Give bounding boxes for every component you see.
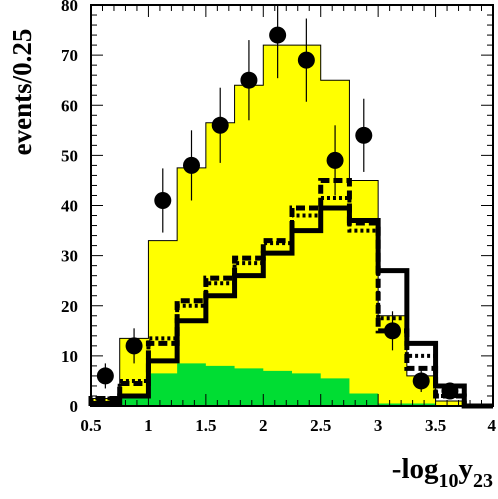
data-point bbox=[240, 71, 258, 89]
x-tick-label: 4 bbox=[488, 416, 497, 435]
y-tick-label: 80 bbox=[61, 0, 78, 15]
axis-ticks bbox=[90, 4, 494, 407]
y-tick-label: 10 bbox=[61, 347, 78, 366]
data-points bbox=[96, 5, 459, 400]
y-tick-label: 70 bbox=[61, 46, 78, 65]
x-tick-label: 1 bbox=[144, 416, 153, 435]
data-point bbox=[269, 26, 287, 44]
x-tick-label: 0.5 bbox=[80, 416, 101, 435]
y-tick-labels: 0 10 20 30 40 50 60 70 80 bbox=[61, 0, 78, 416]
x-tick-label: 2 bbox=[259, 416, 268, 435]
y-tick-label: 50 bbox=[61, 146, 78, 165]
data-point bbox=[384, 322, 401, 340]
y-tick-label: 40 bbox=[61, 197, 78, 216]
x-axis-title-mid: y bbox=[459, 453, 474, 485]
data-point bbox=[211, 116, 229, 134]
x-tick-label: 1.5 bbox=[195, 416, 216, 435]
x-tick-label: 3.5 bbox=[425, 416, 446, 435]
y-tick-label: 60 bbox=[61, 96, 78, 115]
x-tick-label: 3 bbox=[374, 416, 383, 435]
y-tick-label: 20 bbox=[61, 297, 78, 316]
x-axis-title-main: -log bbox=[392, 453, 439, 485]
histogram-dotted bbox=[89, 195, 493, 408]
data-point bbox=[96, 367, 114, 385]
data-point bbox=[125, 337, 143, 355]
x-axis-title-sub2: 23 bbox=[473, 470, 493, 492]
y-tick-label: 30 bbox=[61, 247, 78, 266]
x-tick-label: 2.5 bbox=[310, 416, 331, 435]
y-axis-title: events/0.25 bbox=[7, 29, 37, 156]
histogram-solid bbox=[88, 205, 493, 409]
y-tick-label: 0 bbox=[70, 397, 79, 416]
data-point bbox=[441, 382, 459, 400]
histograms bbox=[88, 44, 493, 409]
x-axis-title: -log10y23 bbox=[392, 453, 493, 492]
data-point bbox=[412, 372, 430, 390]
data-point bbox=[183, 156, 200, 174]
data-point bbox=[355, 126, 373, 144]
data-point bbox=[326, 151, 344, 169]
data-point bbox=[154, 191, 172, 209]
histogram-filled-green bbox=[91, 363, 493, 406]
data-point bbox=[297, 51, 315, 69]
x-tick-labels: 0.5 1 1.5 2 2.5 3 3.5 4 bbox=[80, 416, 496, 435]
x-axis-title-sub1: 10 bbox=[439, 470, 459, 492]
